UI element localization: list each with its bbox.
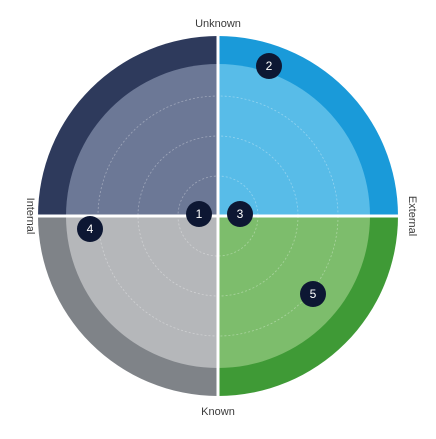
marker-1-label: 1 xyxy=(196,207,203,221)
axis-label-right: External xyxy=(406,196,418,236)
quadrant-external-unknown-inner xyxy=(218,64,370,216)
quadrant-internal-unknown-inner xyxy=(66,64,218,216)
quadrant-external-known-inner xyxy=(218,216,370,368)
marker-4-circle xyxy=(77,216,103,242)
marker-4: 4 xyxy=(77,216,103,242)
axis-label-top: Unknown xyxy=(195,18,241,30)
marker-5-label: 5 xyxy=(310,287,317,301)
quadrant-internal-known-inner xyxy=(66,216,218,368)
axis-label-bottom: Known xyxy=(201,406,235,418)
marker-3-label: 3 xyxy=(237,207,244,221)
marker-1-circle xyxy=(186,201,212,227)
marker-3-circle xyxy=(227,201,253,227)
marker-2-label: 2 xyxy=(266,59,273,73)
marker-5-circle xyxy=(300,281,326,307)
marker-3: 3 xyxy=(227,201,253,227)
marker-5: 5 xyxy=(300,281,326,307)
marker-1: 1 xyxy=(186,201,212,227)
marker-4-label: 4 xyxy=(87,222,94,236)
marker-2-circle xyxy=(256,53,282,79)
axis-label-left: Internal xyxy=(24,198,36,235)
marker-2: 2 xyxy=(256,53,282,79)
